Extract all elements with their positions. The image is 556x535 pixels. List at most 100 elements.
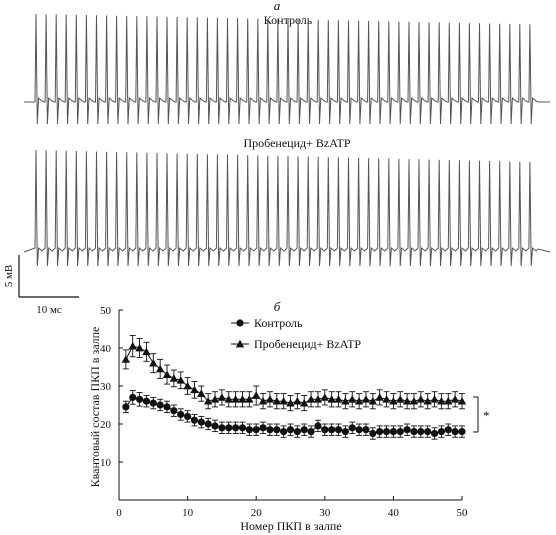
data-point-probenecid <box>368 397 378 405</box>
data-point-probenecid <box>444 397 453 405</box>
data-point-control <box>314 422 322 430</box>
data-point-probenecid <box>176 376 185 384</box>
data-point-probenecid <box>430 395 439 403</box>
data-point-probenecid <box>306 395 316 403</box>
y-tick-label: 10 <box>100 457 112 469</box>
data-point-control <box>190 416 199 424</box>
data-point-probenecid <box>203 397 213 405</box>
data-point-control <box>417 428 425 436</box>
data-point-probenecid <box>197 389 206 397</box>
time-scale-label: 10 мс <box>36 304 62 316</box>
data-point-probenecid <box>423 397 432 405</box>
control-voltage-trace <box>24 13 550 125</box>
data-point-control <box>232 424 240 432</box>
data-point-probenecid <box>382 395 391 403</box>
data-point-control <box>280 428 288 436</box>
data-point-control <box>259 424 267 432</box>
x-tick-label: 20 <box>251 507 263 519</box>
trace2-label: Пробенецид+ BzATP <box>243 136 350 150</box>
data-point-probenecid <box>313 395 323 403</box>
data-point-control <box>451 428 459 436</box>
data-point-probenecid <box>354 397 364 405</box>
data-point-probenecid <box>217 393 227 401</box>
data-point-probenecid <box>320 393 329 401</box>
x-axis-label: Номер ПКП в залпе <box>240 519 341 533</box>
data-point-probenecid <box>245 395 254 403</box>
data-point-control <box>252 426 260 434</box>
legend-label: Контроль <box>254 316 303 330</box>
data-point-control <box>238 424 247 432</box>
data-point-control <box>122 403 130 411</box>
plot-marks <box>121 335 467 440</box>
data-point-probenecid <box>190 385 199 394</box>
data-point-probenecid <box>210 395 220 403</box>
data-point-probenecid <box>402 397 412 405</box>
data-point-control <box>129 393 137 401</box>
data-point-probenecid <box>361 395 371 403</box>
data-point-control <box>369 429 377 438</box>
data-point-control <box>389 428 397 436</box>
data-point-probenecid <box>258 397 268 405</box>
data-point-probenecid <box>348 395 357 403</box>
data-point-probenecid <box>155 364 165 373</box>
data-point-probenecid <box>389 397 398 405</box>
data-point-probenecid <box>142 347 151 356</box>
data-point-probenecid <box>437 397 446 405</box>
data-point-control <box>266 426 274 434</box>
data-point-control <box>135 395 144 403</box>
data-point-control <box>170 407 178 415</box>
data-point-control <box>396 428 404 436</box>
data-point-control <box>177 410 185 419</box>
data-point-probenecid <box>286 398 295 407</box>
data-point-control <box>355 426 363 434</box>
data-point-control <box>142 397 151 405</box>
legend-marker-probenecid <box>235 339 245 348</box>
data-point-probenecid <box>169 374 179 382</box>
data-point-probenecid <box>272 397 281 405</box>
data-point-probenecid <box>279 397 288 405</box>
legend-marker-control <box>236 319 244 327</box>
data-point-probenecid <box>334 395 343 403</box>
data-point-probenecid <box>252 391 261 399</box>
y-tick-label: 20 <box>100 419 112 431</box>
data-point-control <box>376 428 384 436</box>
data-point-control <box>156 401 164 409</box>
data-point-probenecid <box>128 341 137 350</box>
data-point-probenecid <box>457 397 467 405</box>
voltage-scale-label: 5 мВ <box>3 265 15 288</box>
data-point-control <box>444 426 452 434</box>
data-point-control <box>149 399 157 407</box>
data-point-probenecid <box>416 395 426 403</box>
data-point-control <box>273 426 281 434</box>
data-point-control <box>328 426 336 434</box>
y-axis-label: Квантовый состав ПКП в залпе <box>88 327 102 488</box>
data-point-control <box>218 424 226 432</box>
data-point-control <box>334 426 343 434</box>
data-point-control <box>225 424 233 432</box>
plot-axes: 0 10 20 30 40 50 10 20 30 40 50 <box>100 305 468 519</box>
data-point-probenecid <box>396 395 405 403</box>
data-point-control <box>362 426 370 434</box>
x-tick-label: 0 <box>116 507 122 519</box>
data-point-probenecid <box>300 398 309 407</box>
y-tick-label: 50 <box>100 305 112 317</box>
data-point-probenecid <box>409 397 419 405</box>
data-point-probenecid <box>327 395 336 403</box>
data-point-control <box>424 428 432 436</box>
data-point-control <box>348 424 356 432</box>
data-point-probenecid <box>183 381 192 390</box>
data-point-control <box>197 418 205 426</box>
y-tick-label: 30 <box>100 381 112 393</box>
data-point-probenecid <box>341 397 350 405</box>
x-tick-label: 50 <box>457 507 469 519</box>
data-point-probenecid <box>231 395 240 403</box>
legend: Контроль Пробенецид+ BzATP <box>231 316 361 351</box>
data-point-probenecid <box>162 370 172 378</box>
data-point-control <box>382 428 391 436</box>
panel-a-letter: а <box>274 0 281 13</box>
data-point-control <box>184 412 192 420</box>
x-tick-label: 40 <box>388 507 400 519</box>
data-point-control <box>403 426 411 434</box>
data-point-probenecid <box>149 359 158 367</box>
x-tick-label: 10 <box>182 507 194 519</box>
